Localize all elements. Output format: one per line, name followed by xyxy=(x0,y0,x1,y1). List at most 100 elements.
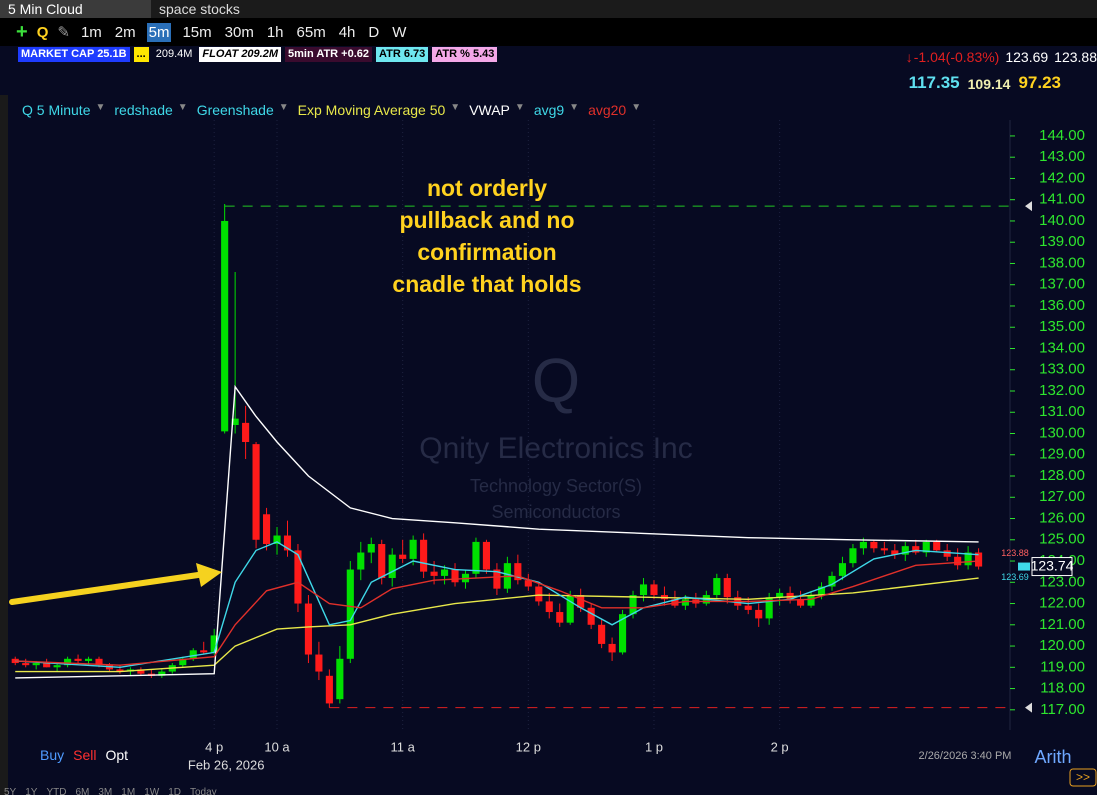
candle-body xyxy=(179,658,187,666)
y-tick-label: 137.00 xyxy=(1039,276,1085,293)
candle-body xyxy=(84,658,93,661)
candle-body xyxy=(901,546,909,555)
candle-body xyxy=(294,550,302,604)
candle-body xyxy=(912,546,920,553)
trade-buttons: Buy Sell Opt xyxy=(40,747,128,763)
y-tick-label: 126.00 xyxy=(1039,509,1085,526)
x-tick-label: 11 a xyxy=(390,739,415,754)
study-name[interactable]: Q 5 Minute xyxy=(22,102,91,118)
candle-body xyxy=(221,220,229,432)
dots: ... xyxy=(133,47,149,62)
candle-body xyxy=(545,601,553,613)
legend-entry[interactable]: VWAP xyxy=(469,102,510,118)
range-button[interactable]: 1Y xyxy=(25,787,38,795)
candle-body xyxy=(891,550,899,555)
dropdown[interactable]: ▼ xyxy=(514,102,525,113)
plot: 117.00 118.00 119.00 120.00 121.00 122.00 123.… xyxy=(11,120,1085,772)
x-tick-label: 12 p xyxy=(516,739,541,754)
candle-body xyxy=(95,658,103,666)
study-bar: Q 5 Minute ▼ redshade ▼ Greenshade ▼ Exp Movin… xyxy=(22,102,645,118)
current-price: 123.74 xyxy=(1031,557,1074,573)
volume: 209.4M xyxy=(155,48,193,60)
x-tick-label: 4 p xyxy=(205,739,223,754)
add-icon[interactable]: + xyxy=(16,20,28,43)
toolbar: + Q ✎ 1m 2m 5m 15m 30m 1h 65m 4h D W xyxy=(0,18,1097,46)
candle-body xyxy=(964,552,972,566)
candle-body xyxy=(776,592,784,598)
timeframe[interactable]: 30m xyxy=(224,23,254,41)
ask: 123.88 xyxy=(1054,49,1097,65)
range-button[interactable]: Today xyxy=(189,787,217,795)
symbol[interactable]: Q xyxy=(36,23,49,41)
candle-body xyxy=(189,650,197,659)
dropdown[interactable]: ▼ xyxy=(450,102,461,113)
arrow xyxy=(9,563,222,605)
legend-entry[interactable]: avg9 xyxy=(533,102,565,118)
expand-button[interactable] xyxy=(1069,768,1097,787)
y-tick-label: 117.00 xyxy=(1040,701,1085,718)
range-button[interactable]: 1D xyxy=(168,787,181,795)
timeframe[interactable]: 1h xyxy=(266,23,284,41)
candle-body xyxy=(608,643,616,653)
candle-body xyxy=(535,586,543,602)
y-tick-label: 139.00 xyxy=(1039,233,1085,250)
dropdown[interactable]: ▼ xyxy=(278,102,289,113)
study-name[interactable]: redshade xyxy=(114,102,173,118)
tab-bar: 5 Min Cloud space stocks xyxy=(0,0,1097,18)
dropdown[interactable]: ▼ xyxy=(631,102,642,113)
timeframe[interactable]: 4h xyxy=(338,23,356,41)
candle-body xyxy=(210,635,218,653)
range-button[interactable]: 6M xyxy=(75,787,90,795)
timeframe[interactable]: 5m xyxy=(146,22,172,42)
y-tick-label: 121.00 xyxy=(1039,616,1085,633)
left-panel xyxy=(0,95,8,795)
candle-body xyxy=(880,548,888,551)
timeframe[interactable]: D xyxy=(368,23,380,41)
candle-body xyxy=(262,514,271,545)
tab[interactable]: space stocks xyxy=(159,1,240,17)
trade-button[interactable]: Sell xyxy=(73,747,97,763)
candle-body xyxy=(420,539,428,572)
trade-button[interactable]: Opt xyxy=(105,747,129,763)
candle-body xyxy=(598,624,606,644)
timeframe[interactable]: 1m xyxy=(80,23,102,41)
annotation: not orderly xyxy=(427,175,547,201)
y-tick-label: 141.00 xyxy=(1039,191,1085,208)
timeframe[interactable]: 15m xyxy=(182,23,212,41)
candle-body xyxy=(357,552,365,570)
y-tick-label: 135.00 xyxy=(1039,318,1085,335)
candle-body xyxy=(828,575,836,587)
legend-entry[interactable]: Exp Moving Average 50 xyxy=(297,102,446,118)
timeframe[interactable]: 65m xyxy=(296,23,326,41)
legend-entry[interactable]: avg20 xyxy=(588,102,627,118)
timeframe[interactable]: W xyxy=(392,23,407,41)
candle-body xyxy=(231,418,239,425)
indicator-line xyxy=(15,577,979,673)
y-tick-label: 125.00 xyxy=(1039,531,1085,548)
expand-icon[interactable]: >> xyxy=(1076,770,1090,784)
range-button[interactable]: YTD xyxy=(46,787,67,795)
candle-body xyxy=(273,535,281,545)
candle-body xyxy=(367,544,375,553)
arrow-head xyxy=(196,563,222,587)
dropdown[interactable]: ▼ xyxy=(569,102,580,113)
range-button[interactable]: 1W xyxy=(144,787,160,795)
dropdown[interactable]: ▼ xyxy=(177,102,188,113)
atr: ATR 6.73 xyxy=(376,47,429,62)
market-cap: MARKET CAP 25.1B xyxy=(18,47,130,62)
tab[interactable]: 5 Min Cloud xyxy=(0,0,151,18)
date-label: Feb 26, 2026 xyxy=(188,757,265,772)
trade-button[interactable]: Buy xyxy=(40,747,65,763)
dropdown[interactable]: ▼ xyxy=(95,102,106,113)
icon[interactable]: ✎ xyxy=(57,24,70,41)
atr-5min: 5min ATR +0.62 xyxy=(285,47,373,62)
scale-mode[interactable]: Arith xyxy=(1034,747,1071,767)
watermark-industry: Semiconductors xyxy=(491,502,620,522)
candle-body xyxy=(158,671,166,676)
range-button[interactable]: 1M xyxy=(121,787,136,795)
range-button[interactable]: 3M xyxy=(98,787,113,795)
range-button[interactable]: 5Y xyxy=(4,787,17,795)
study-name[interactable]: Greenshade xyxy=(196,102,274,118)
timeframe[interactable]: 2m xyxy=(114,23,136,41)
